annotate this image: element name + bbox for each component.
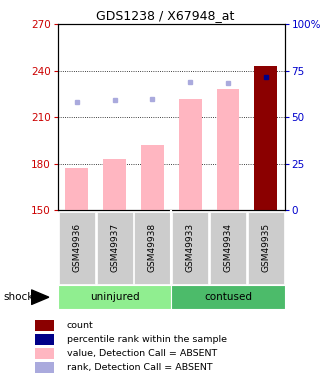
Bar (103, 159, 126, 210)
Bar (216, 89, 239, 210)
Text: GSM49937: GSM49937 (110, 223, 119, 272)
Bar (59, 211, 95, 284)
Bar (97, 211, 132, 284)
Bar (58, 285, 171, 309)
Text: uninjured: uninjured (90, 292, 139, 302)
Bar (172, 211, 208, 284)
Bar (171, 285, 285, 309)
Bar (134, 211, 170, 284)
Bar (35, 362, 54, 373)
Text: GDS1238 / X67948_at: GDS1238 / X67948_at (96, 9, 235, 22)
Text: GSM49933: GSM49933 (186, 223, 195, 272)
Bar (179, 99, 202, 210)
Polygon shape (31, 290, 49, 304)
Text: shock: shock (3, 292, 34, 302)
Text: GSM49935: GSM49935 (261, 223, 270, 272)
Bar (35, 320, 54, 331)
Text: count: count (67, 321, 94, 330)
Text: GSM49936: GSM49936 (72, 223, 81, 272)
Bar (141, 145, 164, 210)
Bar (66, 168, 88, 210)
Bar (35, 348, 54, 359)
Text: value, Detection Call = ABSENT: value, Detection Call = ABSENT (67, 349, 217, 358)
Text: GSM49938: GSM49938 (148, 223, 157, 272)
Bar (255, 66, 277, 210)
Text: rank, Detection Call = ABSENT: rank, Detection Call = ABSENT (67, 363, 213, 372)
Text: percentile rank within the sample: percentile rank within the sample (67, 335, 227, 344)
Bar (210, 211, 246, 284)
Text: contused: contused (204, 292, 252, 302)
Bar (248, 211, 284, 284)
Text: GSM49934: GSM49934 (223, 223, 232, 272)
Bar (35, 334, 54, 345)
